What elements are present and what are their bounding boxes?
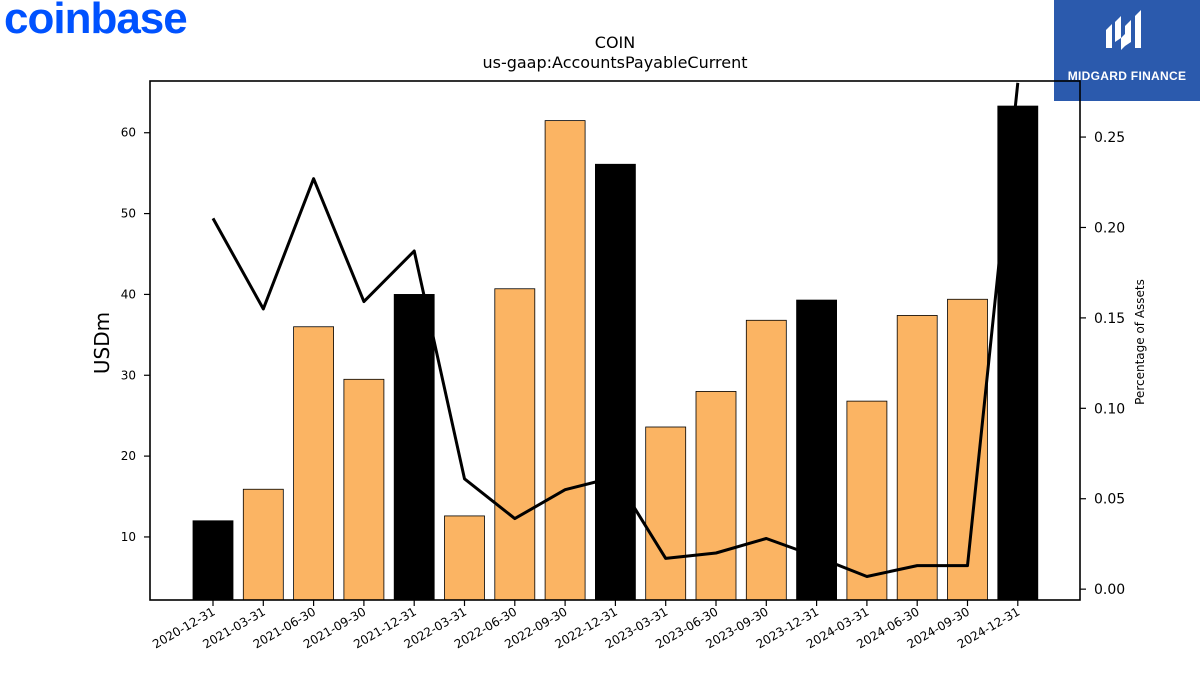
y-axis-label: USDm (90, 312, 114, 374)
bar-2023-09-30 (745, 319, 787, 601)
y2-axis-label: Percentage of Assets (1133, 279, 1147, 405)
bar-2021-03-31 (242, 488, 284, 601)
y-tick-label: 50 (121, 207, 136, 221)
bar-2023-06-30 (695, 391, 737, 601)
y2-tick-label: 0.20 (1094, 220, 1125, 236)
y2-tick-label: 0.15 (1094, 311, 1125, 327)
y2-tick-label: 0.10 (1094, 401, 1125, 417)
plot-frame (149, 80, 1081, 601)
bar-2022-06-30 (494, 288, 536, 601)
coinbase-logo: coinbase (4, 0, 188, 43)
bar-2024-12-31 (997, 105, 1039, 601)
y-axis-left: 10 20 30 40 50 60 (121, 126, 150, 544)
midgard-finance-badge: MIDGARD FINANCE (1054, 0, 1200, 101)
y-tick-label: 20 (121, 449, 136, 463)
y2-tick-label: 0.05 (1094, 492, 1125, 508)
badge-name: MIDGARD FINANCE (1067, 69, 1187, 83)
y-axis-right: 0.00 0.05 0.10 0.15 0.20 0.25 (1080, 130, 1125, 598)
x-axis: 2020-12-312021-03-312021-06-302021-09-30… (150, 600, 1022, 651)
chart-title: COIN (595, 33, 635, 52)
bar-2020-12-31 (192, 520, 234, 601)
bar-2022-03-31 (444, 515, 485, 601)
bar-2022-12-31 (595, 163, 636, 601)
bar-2023-03-31 (645, 426, 687, 601)
bar-series (192, 105, 1039, 601)
bar-2021-06-30 (293, 326, 335, 601)
bar-2024-06-30 (896, 315, 938, 601)
line-series (211, 82, 1020, 578)
percentage-of-assets-line (211, 82, 1020, 578)
y-tick-label: 40 (121, 287, 136, 301)
y2-tick-label: 0.00 (1094, 582, 1125, 598)
midgard-finance-logo-icon (1106, 10, 1141, 50)
chart-subtitle: us-gaap:AccountsPayableCurrent (482, 53, 747, 72)
bar-2021-09-30 (343, 378, 385, 601)
y-tick-label: 30 (121, 368, 136, 382)
y-tick-label: 60 (121, 126, 136, 140)
bar-2023-12-31 (796, 299, 837, 601)
y-tick-label: 10 (121, 530, 136, 544)
bar-2022-09-30 (544, 120, 586, 601)
y2-tick-label: 0.25 (1094, 130, 1125, 146)
bar-2021-12-31 (393, 294, 435, 601)
